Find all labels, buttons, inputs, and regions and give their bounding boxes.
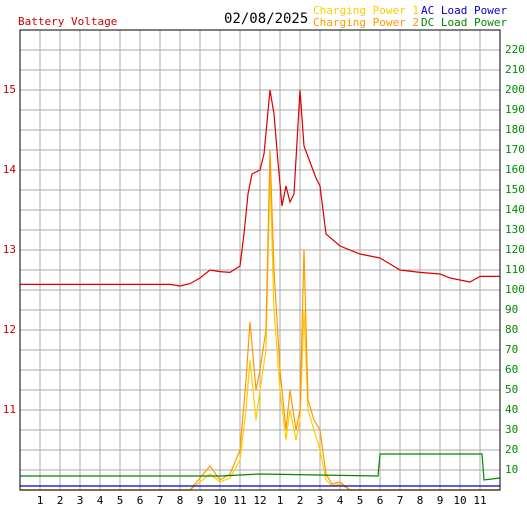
- series-line: [20, 89, 500, 287]
- y-tick-label: 13: [3, 243, 16, 256]
- x-tick-label: 3: [77, 494, 84, 507]
- plot-frame: [19, 29, 501, 491]
- x-tick-label: 2: [57, 494, 64, 507]
- y2-tick-label: 210: [505, 63, 525, 76]
- x-tick-label: 9: [437, 494, 444, 507]
- x-tick-label: 1: [37, 494, 44, 507]
- legend-label: DC Load Power: [421, 16, 507, 29]
- y2-tick-label: 120: [505, 243, 525, 256]
- y2-tick-label: 70: [505, 343, 518, 356]
- y2-tick-label: 100: [505, 283, 525, 296]
- x-tick-label: 10: [453, 494, 466, 507]
- series-line: [20, 453, 501, 481]
- y2-tick-label: 90: [505, 303, 518, 316]
- x-tick-label: 9: [197, 494, 204, 507]
- y2-tick-label: 10: [505, 463, 518, 476]
- series-line: [20, 169, 500, 491]
- y2-tick-label: 130: [505, 223, 525, 236]
- y2-tick-label: 220: [505, 43, 525, 56]
- x-tick-label: 11: [233, 494, 246, 507]
- x-tick-label: 4: [97, 494, 104, 507]
- y2-tick-label: 150: [505, 183, 525, 196]
- x-tick-label: 4: [337, 494, 344, 507]
- x-tick-label: 8: [417, 494, 424, 507]
- y2-tick-label: 200: [505, 83, 525, 96]
- x-tick-label: 8: [177, 494, 184, 507]
- legend-label: Charging Power 1: [313, 4, 419, 17]
- x-tick-label: 2: [297, 494, 304, 507]
- y2-tick-label: 180: [505, 123, 525, 136]
- x-tick-label: 1: [277, 494, 284, 507]
- x-tick-label: 12: [253, 494, 266, 507]
- x-tick-label: 5: [357, 494, 364, 507]
- legend-label: Charging Power 2: [313, 16, 419, 29]
- x-tick-label: 5: [117, 494, 124, 507]
- y2-tick-label: 80: [505, 323, 518, 336]
- plot: [20, 89, 501, 491]
- y2-tick-label: 170: [505, 143, 525, 156]
- x-tick-label: 11: [473, 494, 486, 507]
- y-axis-title: Battery Voltage: [18, 15, 117, 28]
- x-tick-label: 7: [397, 494, 404, 507]
- y-tick-label: 12: [3, 323, 16, 336]
- legend-label: AC Load Power: [421, 4, 507, 17]
- x-tick-label: 10: [213, 494, 226, 507]
- y2-tick-label: 50: [505, 383, 518, 396]
- x-tick-label: 6: [377, 494, 384, 507]
- series-line: [20, 149, 500, 491]
- y2-tick-label: 140: [505, 203, 525, 216]
- y2-tick-label: 110: [505, 263, 525, 276]
- y2-tick-label: 60: [505, 363, 518, 376]
- y2-tick-label: 30: [505, 423, 518, 436]
- y2-tick-label: 160: [505, 163, 525, 176]
- y2-tick-label: 190: [505, 103, 525, 116]
- chart-title: 02/08/2025: [224, 11, 308, 27]
- y2-tick-label: 40: [505, 403, 518, 416]
- y-tick-label: 11: [3, 403, 16, 416]
- x-tick-label: 3: [317, 494, 324, 507]
- x-tick-label: 7: [157, 494, 164, 507]
- x-tick-label: 6: [137, 494, 144, 507]
- y-tick-label: 14: [3, 163, 17, 176]
- y2-tick-label: 20: [505, 443, 518, 456]
- y-tick-label: 15: [3, 83, 16, 96]
